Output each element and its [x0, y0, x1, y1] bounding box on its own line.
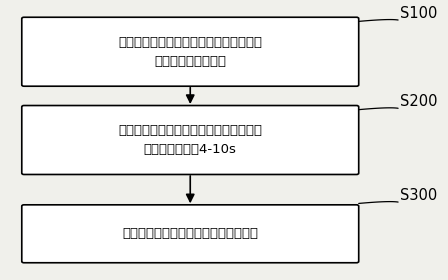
- FancyBboxPatch shape: [22, 205, 359, 263]
- Text: 通过固化设备将点胶涂覆后的框体进行固
化，固化时间为4-10s: 通过固化设备将点胶涂覆后的框体进行固 化，固化时间为4-10s: [118, 124, 262, 156]
- Text: S300: S300: [400, 188, 438, 203]
- Text: 利用点胶机将胶水在框体上点胶涂覆一周
形成封闭的圆角矩形: 利用点胶机将胶水在框体上点胶涂覆一周 形成封闭的圆角矩形: [118, 36, 262, 68]
- Text: 将固化后的框体与待组装部件进行组装: 将固化后的框体与待组装部件进行组装: [122, 227, 258, 240]
- Text: S100: S100: [400, 6, 438, 21]
- Text: S200: S200: [400, 94, 438, 109]
- FancyBboxPatch shape: [22, 17, 359, 86]
- FancyBboxPatch shape: [22, 106, 359, 174]
